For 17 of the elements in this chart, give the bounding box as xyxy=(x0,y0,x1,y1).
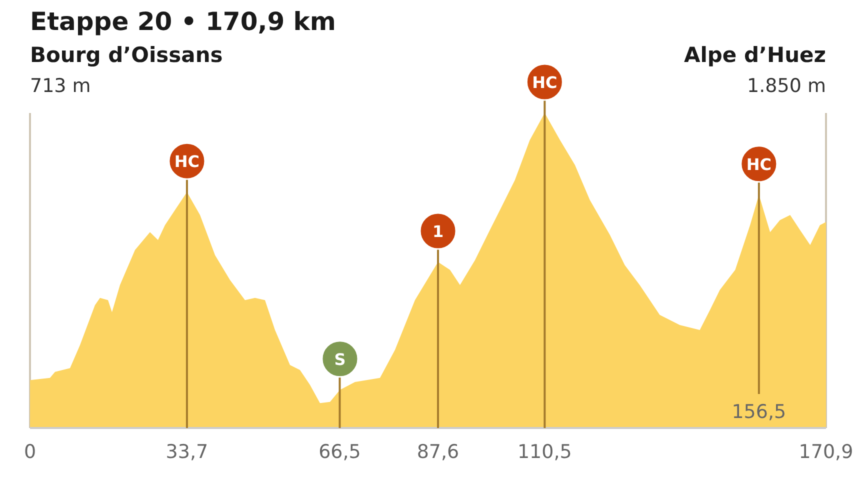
text: Alpe d’Huez xyxy=(684,43,826,67)
annotation: 1 xyxy=(432,222,444,241)
x-tick-label: 87,6 xyxy=(416,441,460,463)
x-tick-label: 110,5 xyxy=(517,441,572,463)
annotation: HC xyxy=(174,152,200,172)
chart-title: Etappe 20 • 170,9 km xyxy=(30,7,336,36)
x-tick-label: 170,9 xyxy=(798,441,854,463)
annotation: HC xyxy=(746,154,772,174)
text: 1.850 m xyxy=(747,75,826,97)
annotation: HC xyxy=(532,73,558,92)
x-tick-label: 0 xyxy=(24,441,36,463)
ref-line-label: 156,5 xyxy=(732,401,786,423)
text: Bourg d’Oissans xyxy=(30,43,223,67)
text: 713 m xyxy=(30,75,91,97)
annotation: S xyxy=(334,350,346,369)
x-tick-label: 33,7 xyxy=(166,441,208,463)
x-tick-label: 66,5 xyxy=(318,441,361,463)
